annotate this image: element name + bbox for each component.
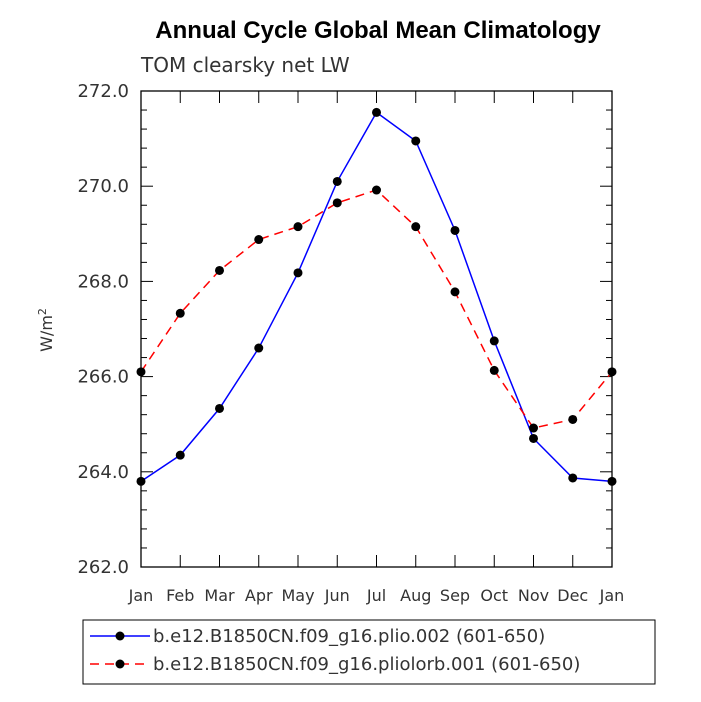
x-tick-label: Feb xyxy=(166,586,194,605)
x-tick-label: May xyxy=(281,586,314,605)
chart-subtitle: TOM clearsky net LW xyxy=(140,53,350,77)
legend-label-1: b.e12.B1850CN.f09_g16.plio.002 (601-650) xyxy=(153,626,545,647)
data-point-series-1 xyxy=(254,343,264,353)
data-point-series-1 xyxy=(568,473,578,483)
legend-box xyxy=(82,619,656,685)
data-point-series-1 xyxy=(372,107,381,117)
x-tick-label: Sep xyxy=(440,586,470,605)
y-tick-label: 266.0 xyxy=(77,367,129,388)
y-axis-label-text: W/m xyxy=(37,315,56,352)
data-point-series-2 xyxy=(568,414,578,424)
x-tick-label: Mar xyxy=(204,586,235,605)
x-tick-label: Jan xyxy=(599,586,625,605)
data-point-series-1 xyxy=(215,403,224,413)
data-point-series-2 xyxy=(411,222,421,232)
series-line-2 xyxy=(140,189,613,429)
data-point-series-1 xyxy=(411,136,421,146)
data-point-series-2 xyxy=(254,235,264,245)
x-tick-label: Oct xyxy=(480,586,508,605)
y-tick-label: 264.0 xyxy=(77,462,129,483)
x-tick-label: Nov xyxy=(518,586,549,605)
data-point-series-1 xyxy=(529,433,538,443)
legend-marker-2 xyxy=(115,659,125,669)
legend: b.e12.B1850CN.f09_g16.plio.002 (601-650)… xyxy=(90,626,580,675)
x-tick-label: Dec xyxy=(557,586,588,605)
y-tick-label: 272.0 xyxy=(77,81,129,102)
legend-label-2: b.e12.B1850CN.f09_g16.pliolorb.001 (601-… xyxy=(153,654,580,675)
data-point-series-2 xyxy=(175,308,185,318)
x-tick-label: Jan xyxy=(128,586,154,605)
data-point-series-2 xyxy=(372,185,381,195)
data-point-series-2 xyxy=(529,423,538,433)
data-point-series-1 xyxy=(332,176,342,186)
y-tick-label: 262.0 xyxy=(77,557,129,578)
data-series xyxy=(136,107,617,486)
data-point-series-2 xyxy=(332,198,342,208)
x-tick-label: Apr xyxy=(245,586,273,605)
x-tick-labels: Jan Feb Mar Apr May Jun Jul Aug Sep Oct Nov Dec Jan xyxy=(128,586,625,605)
data-point-series-2 xyxy=(489,365,499,375)
data-point-series-2 xyxy=(450,287,460,297)
y-axis-label-superscript: 2 xyxy=(36,308,49,315)
data-point-series-2 xyxy=(136,367,146,377)
data-point-series-1 xyxy=(607,476,617,486)
legend-marker-1 xyxy=(115,631,125,641)
data-point-series-1 xyxy=(489,336,499,346)
y-tick-labels: 262.0 264.0 266.0 268.0 270.0 272.0 xyxy=(77,81,129,578)
x-tick-label: Jun xyxy=(324,586,350,605)
data-point-series-1 xyxy=(293,268,303,278)
x-tick-label: Jul xyxy=(366,586,386,605)
data-point-series-2 xyxy=(215,265,224,275)
x-tick-label: Aug xyxy=(400,586,431,605)
data-point-series-1 xyxy=(450,225,460,235)
data-point-series-2 xyxy=(607,367,617,377)
data-point-series-1 xyxy=(136,476,146,486)
data-point-series-2 xyxy=(293,222,303,232)
chart-title: Annual Cycle Global Mean Climatology xyxy=(155,17,601,44)
data-point-series-1 xyxy=(175,450,185,460)
y-tick-label: 268.0 xyxy=(77,271,129,292)
y-axis-label: W/m2 xyxy=(36,308,56,352)
y-tick-label: 270.0 xyxy=(77,176,129,197)
axis-ticks xyxy=(140,90,613,568)
plot-frame xyxy=(140,90,613,568)
